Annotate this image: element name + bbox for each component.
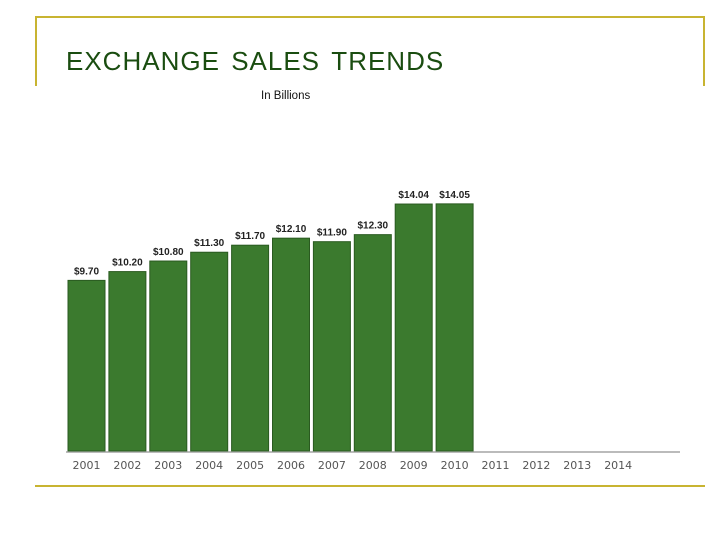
- x-tick-label-2013: 2013: [563, 459, 591, 472]
- bar-2005: [231, 244, 270, 452]
- data-label-2006: $12.10: [276, 224, 307, 235]
- data-label-2001: $9.70: [74, 266, 99, 277]
- data-label-2002: $10.20: [112, 258, 143, 269]
- data-label-2010: $14.05: [439, 190, 470, 201]
- data-label-2009: $14.04: [398, 190, 429, 201]
- x-tick-label-2009: 2009: [400, 459, 428, 472]
- chart-subtitle: In Billions: [261, 90, 311, 102]
- x-tick-label-2005: 2005: [236, 459, 264, 472]
- x-tick-label-2014: 2014: [604, 459, 632, 472]
- x-tick-label-2007: 2007: [318, 459, 346, 472]
- data-label-2003: $10.80: [153, 247, 184, 258]
- x-tick-label-2002: 2002: [113, 459, 141, 472]
- bar-2007: [312, 241, 351, 452]
- slide-title: Exchange Sales Trends: [66, 37, 445, 78]
- bottom-border-line: [35, 485, 705, 487]
- bar-2004: [190, 251, 229, 452]
- bar-2001: [67, 279, 106, 452]
- bar-2009: [394, 203, 433, 452]
- bar-2002: [108, 271, 147, 452]
- data-label-2004: $11.30: [194, 238, 224, 249]
- x-tick-label-2012: 2012: [522, 459, 550, 472]
- data-label-2008: $12.30: [358, 221, 389, 232]
- right-border-line: [703, 16, 705, 86]
- bar-2006: [272, 237, 310, 452]
- x-tick-label-2008: 2008: [359, 459, 387, 472]
- top-border-line: [35, 16, 705, 18]
- x-tick-label-2003: 2003: [154, 459, 182, 472]
- x-tick-label-2011: 2011: [482, 459, 510, 472]
- x-tick-label-2001: 2001: [73, 459, 101, 472]
- data-label-2007: $11.90: [317, 228, 347, 239]
- bar-2008: [353, 234, 392, 452]
- left-border-line: [35, 16, 37, 86]
- x-tick-label-2006: 2006: [277, 459, 305, 472]
- data-label-2005: $11.70: [235, 231, 265, 242]
- bar-2003: [149, 260, 188, 452]
- x-tick-label-2010: 2010: [441, 459, 469, 472]
- x-tick-label-2004: 2004: [195, 459, 223, 472]
- bar-2010: [435, 203, 474, 452]
